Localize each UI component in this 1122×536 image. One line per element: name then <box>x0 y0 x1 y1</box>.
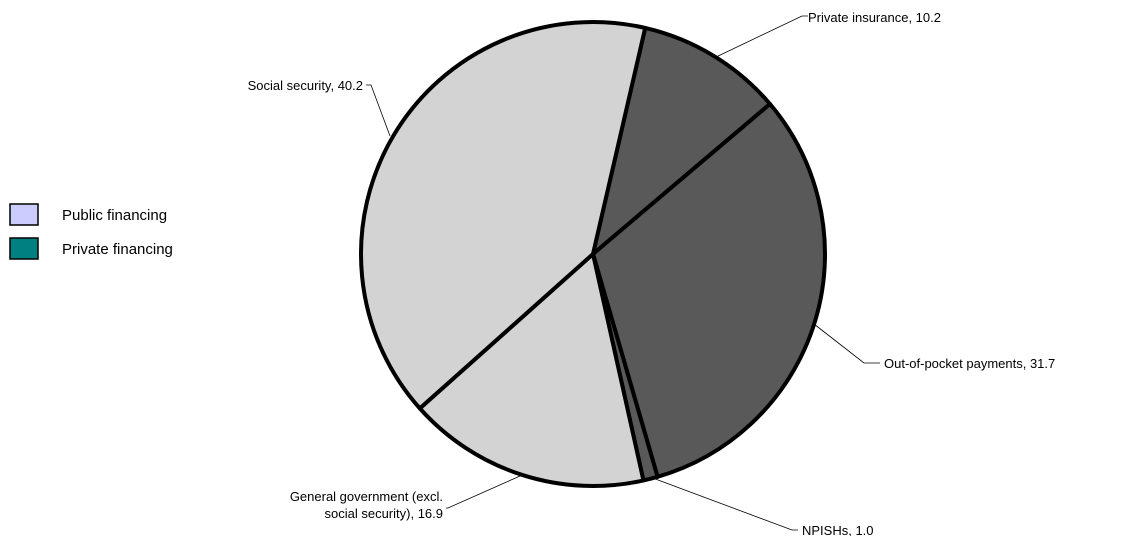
slice-label-out-of-pocket: Out-of-pocket payments, 31.7 <box>884 356 1055 371</box>
pie-slice-out-of-pocket <box>591 102 827 479</box>
leader-private-insurance <box>713 15 808 59</box>
pie-slices <box>359 20 827 488</box>
pie-slice-social-security <box>359 20 648 411</box>
slice-label-general-government-line2: social security), 16.9 <box>325 506 444 521</box>
leader-social-security <box>366 84 391 137</box>
legend-swatch-public <box>9 203 39 226</box>
legend: Public financing Private financing <box>9 203 173 260</box>
slice-label-private-insurance: Private insurance, 10.2 <box>808 10 941 25</box>
leader-npishs <box>649 476 798 531</box>
pie-slice-general-government <box>417 252 646 488</box>
legend-swatch-private <box>9 237 39 260</box>
leader-general-government <box>446 475 521 509</box>
leader-out-of-pocket <box>813 323 880 364</box>
legend-label-private: Private financing <box>62 241 173 258</box>
slice-label-social-security: Social security, 40.2 <box>248 78 363 93</box>
leader-lines <box>366 15 880 531</box>
slice-label-npishs: NPISHs, 1.0 <box>802 523 874 536</box>
legend-label-public: Public financing <box>62 207 167 224</box>
pie-slice-private-insurance <box>591 25 772 256</box>
slice-label-general-government-line1: General government (excl. <box>290 489 443 504</box>
